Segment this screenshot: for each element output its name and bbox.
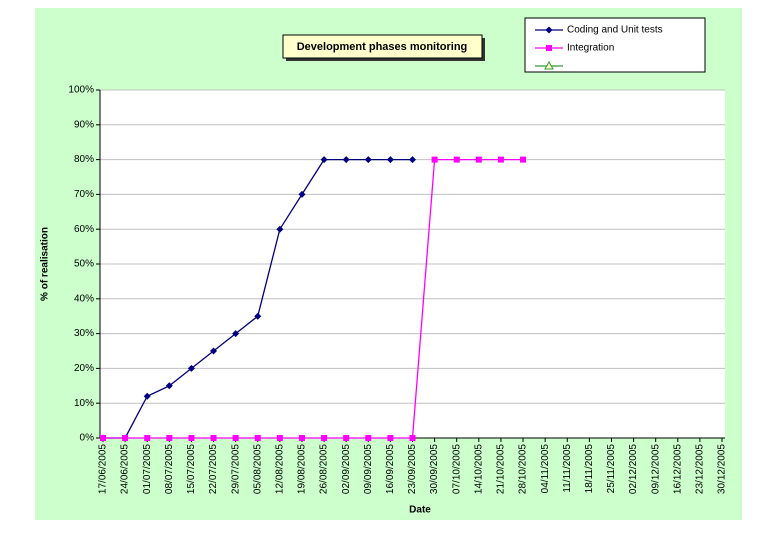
y-tick-label: 100% <box>68 85 94 96</box>
marker <box>386 156 394 164</box>
x-tick-label: 16/12/2005 <box>672 444 683 494</box>
x-tick-label: 17/06/2005 <box>98 444 109 494</box>
x-tick-label: 25/11/2005 <box>606 444 617 494</box>
marker <box>453 156 460 163</box>
marker <box>210 435 217 441</box>
marker <box>165 382 173 390</box>
marker <box>254 435 261 441</box>
marker <box>409 156 416 164</box>
x-tick-label: 14/10/2005 <box>473 444 484 494</box>
x-tick-label: 29/07/2005 <box>230 444 241 494</box>
x-tick-label: 09/12/2005 <box>650 444 661 494</box>
marker <box>475 156 482 163</box>
marker <box>321 435 328 441</box>
marker <box>365 435 372 441</box>
marker <box>431 156 438 163</box>
x-tick-label: 16/09/2005 <box>385 444 396 494</box>
x-tick-label: 28/10/2005 <box>518 444 529 494</box>
marker <box>276 225 284 233</box>
marker <box>187 364 195 372</box>
legend-label: Integration <box>567 43 614 54</box>
marker <box>520 156 527 163</box>
marker <box>276 435 283 441</box>
y-tick-label: 10% <box>74 398 94 409</box>
marker <box>497 156 504 163</box>
chart-title: Development phases monitoring <box>297 41 468 53</box>
legend-marker <box>544 60 554 70</box>
y-tick-label: 80% <box>74 154 94 165</box>
marker <box>232 435 239 441</box>
marker <box>342 156 350 164</box>
y-tick-label: 40% <box>74 293 94 304</box>
legend-label: Coding and Unit tests <box>567 25 663 36</box>
title-box <box>282 34 483 59</box>
series-line <box>103 158 524 439</box>
x-axis-label: Date <box>409 505 431 516</box>
marker <box>232 330 240 338</box>
x-tick-label: 05/08/2005 <box>252 444 263 494</box>
x-tick-label: 26/08/2005 <box>319 444 330 494</box>
marker <box>166 435 173 441</box>
y-tick-label: 20% <box>74 363 94 374</box>
x-tick-label: 30/12/2005 <box>717 444 728 494</box>
x-tick-label: 07/10/2005 <box>451 444 462 494</box>
y-tick-label: 70% <box>74 189 94 200</box>
marker <box>320 156 328 164</box>
marker <box>298 435 305 441</box>
marker <box>343 435 350 441</box>
x-tick-label: 08/07/2005 <box>164 444 175 494</box>
x-tick-label: 23/09/2005 <box>407 444 418 494</box>
marker <box>188 435 195 441</box>
x-tick-label: 19/08/2005 <box>297 444 308 494</box>
marker <box>298 190 306 198</box>
marker <box>143 392 151 400</box>
legend-marker <box>545 26 553 34</box>
marker <box>100 435 106 441</box>
y-tick-label: 30% <box>74 328 94 339</box>
y-axis-label: % of realisation <box>40 227 51 301</box>
x-tick-label: 22/07/2005 <box>208 444 219 494</box>
x-tick-label: 12/08/2005 <box>274 444 285 494</box>
x-tick-label: 23/12/2005 <box>695 444 706 494</box>
x-tick-label: 11/11/2005 <box>562 444 573 493</box>
x-tick-label: 02/09/2005 <box>341 444 352 494</box>
x-tick-label: 04/11/2005 <box>540 444 551 494</box>
y-tick-label: 0% <box>80 433 95 444</box>
x-tick-label: 02/12/2005 <box>628 444 639 494</box>
legend <box>524 17 706 73</box>
marker <box>122 435 129 441</box>
legend-marker <box>546 45 552 51</box>
x-tick-label: 24/06/2005 <box>120 444 131 494</box>
marker <box>387 435 394 441</box>
x-tick-label: 15/07/2005 <box>186 444 197 494</box>
x-tick-label: 21/10/2005 <box>496 444 507 494</box>
y-tick-label: 90% <box>74 119 94 130</box>
marker <box>254 312 262 320</box>
marker <box>144 435 151 441</box>
x-tick-label: 18/11/2005 <box>584 444 595 494</box>
marker <box>409 435 416 441</box>
marker <box>210 347 218 355</box>
y-tick-label: 60% <box>74 224 94 235</box>
x-tick-label: 09/09/2005 <box>363 444 374 494</box>
y-tick-label: 50% <box>74 259 94 270</box>
x-tick-label: 30/09/2005 <box>429 444 440 494</box>
marker <box>364 156 372 164</box>
x-tick-label: 01/07/2005 <box>142 444 153 494</box>
